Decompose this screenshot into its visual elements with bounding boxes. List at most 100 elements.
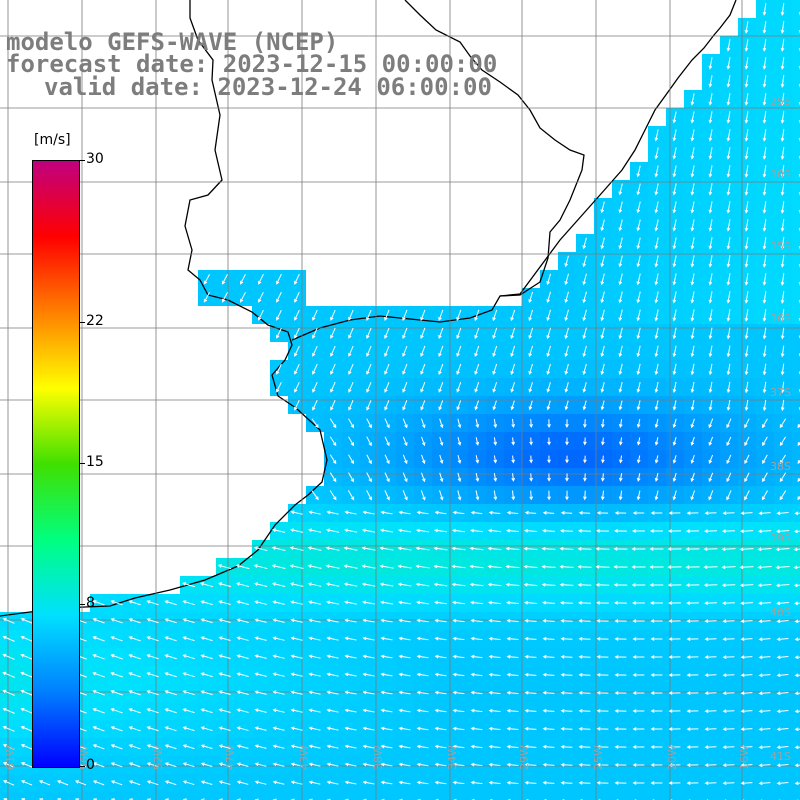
wind-arrow xyxy=(200,690,213,696)
wind-arrow xyxy=(330,363,336,375)
wind-cell xyxy=(792,360,800,378)
wind-arrow xyxy=(200,762,213,767)
wind-arrow xyxy=(416,672,429,677)
wind-arrow xyxy=(762,21,767,34)
wind-arrow xyxy=(236,636,249,641)
wind-arrow xyxy=(708,255,713,268)
wind-arrow xyxy=(398,762,411,767)
wind-arrow xyxy=(330,309,336,321)
wind-cell xyxy=(72,792,90,800)
wind-arrow xyxy=(164,762,177,768)
wind-arrow xyxy=(740,673,753,678)
wind-arrow xyxy=(470,618,483,623)
wind-arrow xyxy=(740,709,753,714)
wind-arrow xyxy=(613,583,628,587)
wind-arrow xyxy=(618,237,623,250)
wind-arrow xyxy=(559,582,574,587)
wind-arrow xyxy=(762,472,768,483)
wind-arrow xyxy=(547,473,551,482)
wind-arrow xyxy=(474,400,479,411)
wind-arrow xyxy=(529,419,533,429)
wind-arrow xyxy=(762,363,767,376)
wind-arrow xyxy=(690,165,695,178)
wind-arrow xyxy=(672,437,677,446)
wind-arrow xyxy=(308,726,321,731)
wind-arrow xyxy=(578,780,591,785)
wind-arrow xyxy=(722,763,735,768)
wind-arrow xyxy=(541,582,556,587)
wind-arrow xyxy=(542,600,555,605)
wind-arrow xyxy=(762,219,767,232)
wind-arrow xyxy=(726,129,731,142)
wind-arrow xyxy=(128,672,141,678)
wind-arrow xyxy=(290,780,303,785)
wind-arrow xyxy=(582,273,587,286)
wind-arrow xyxy=(654,273,659,286)
wind-arrow xyxy=(600,255,605,268)
wind-arrow xyxy=(758,511,771,516)
wind-arrow xyxy=(654,381,659,393)
wind-arrow xyxy=(200,672,213,678)
wind-arrow xyxy=(289,528,304,533)
wind-arrow xyxy=(636,183,641,196)
wind-arrow xyxy=(668,763,681,767)
wind-arrow xyxy=(686,781,699,785)
wind-arrow xyxy=(380,654,393,659)
wind-arrow xyxy=(578,600,591,605)
wind-arrow xyxy=(739,583,754,588)
wind-arrow xyxy=(739,529,754,534)
wind-arrow xyxy=(542,672,555,677)
wind-cell xyxy=(486,792,504,800)
wind-arrow xyxy=(457,490,462,501)
wind-arrow xyxy=(560,780,573,785)
wind-arrow xyxy=(182,726,195,732)
wind-cell xyxy=(540,792,558,800)
wind-arrow xyxy=(366,436,372,447)
wind-arrow xyxy=(762,147,767,160)
wind-cell xyxy=(36,792,54,800)
wind-arrow xyxy=(690,454,695,464)
wind-arrow xyxy=(146,708,159,714)
wind-arrow xyxy=(330,381,336,393)
wind-arrow xyxy=(416,654,429,659)
wind-arrow xyxy=(272,762,285,767)
wind-arrow xyxy=(92,708,105,714)
wind-arrow xyxy=(794,727,800,732)
wind-arrow xyxy=(708,454,714,464)
wind-arrow xyxy=(636,291,641,304)
wind-arrow xyxy=(744,75,749,88)
wind-arrow xyxy=(654,309,659,322)
wind-arrow xyxy=(344,600,357,605)
wind-arrow xyxy=(690,363,695,376)
wind-arrow xyxy=(438,327,444,340)
wind-arrow xyxy=(668,727,681,731)
wind-arrow xyxy=(672,455,677,464)
wind-arrow xyxy=(366,381,372,393)
wind-arrow xyxy=(218,780,231,785)
wind-arrow xyxy=(289,564,304,569)
wind-arrow xyxy=(398,672,411,677)
wind-arrow xyxy=(308,510,321,515)
wind-arrow xyxy=(690,129,695,142)
wind-arrow xyxy=(384,418,390,429)
wind-arrow xyxy=(128,618,141,624)
wind-arrow xyxy=(257,309,264,321)
wind-arrow xyxy=(344,672,357,677)
wind-cell xyxy=(738,792,756,800)
wind-arrow xyxy=(329,490,337,501)
wind-arrow xyxy=(420,418,426,429)
wind-cell xyxy=(90,792,108,800)
longitude-label: 25W xyxy=(592,745,605,770)
wind-arrow xyxy=(758,781,771,786)
wind-arrow xyxy=(762,327,767,340)
wind-arrow xyxy=(726,273,731,286)
wind-arrow xyxy=(308,744,321,749)
wind-arrow xyxy=(649,565,664,569)
wind-cell xyxy=(504,792,522,800)
wind-cell xyxy=(270,792,288,800)
wind-arrow xyxy=(164,690,177,696)
colorbar-tick-label: 0 xyxy=(86,757,95,773)
wind-arrow xyxy=(618,345,623,358)
wind-arrow xyxy=(326,762,339,767)
